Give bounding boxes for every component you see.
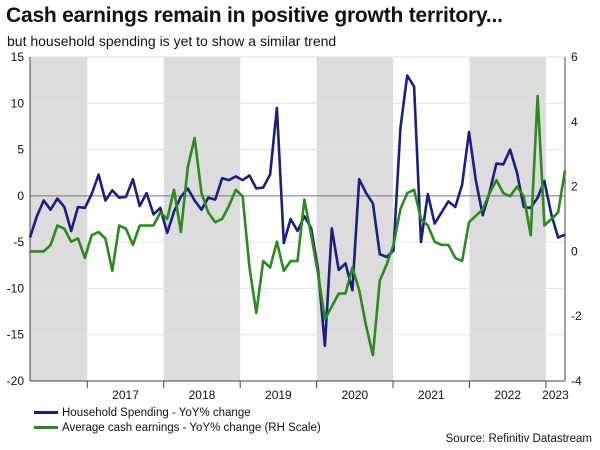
y-left-tick-label: -5 — [13, 235, 24, 249]
legend-label-earnings: Average cash earnings - YoY% change (RH … — [62, 421, 321, 434]
x-tick-label: 2018 — [189, 388, 216, 402]
x-tick-label: 2017 — [112, 388, 139, 402]
legend-swatch-spending — [34, 411, 58, 414]
y-right-tick-label: 0 — [571, 244, 578, 258]
y-right-tick-label: -2 — [571, 309, 582, 323]
chart-title: Cash earnings remain in positive growth … — [6, 4, 503, 27]
y-right-tick-label: -4 — [571, 374, 582, 388]
source-note: Source: Refinitiv Datastream — [445, 433, 592, 445]
legend-item-earnings: Average cash earnings - YoY% change (RH … — [34, 420, 321, 435]
x-tick-label: 2022 — [494, 388, 521, 402]
legend-item-spending: Household Spending - YoY% change — [34, 405, 321, 420]
y-right-tick-label: 2 — [571, 180, 578, 194]
x-tick-label: 2021 — [418, 388, 445, 402]
x-tick-label: 2023 — [542, 388, 569, 402]
shaded-band-2020 — [316, 57, 394, 381]
y-left-tick-label: 5 — [17, 143, 24, 157]
shaded-band-2018 — [163, 57, 241, 381]
legend-label-spending: Household Spending - YoY% change — [62, 406, 251, 419]
y-left-tick-label: -20 — [7, 374, 25, 388]
shaded-band-2022 — [469, 57, 546, 381]
y-right-tick-label: 6 — [571, 50, 578, 64]
x-tick-label: 2019 — [265, 388, 292, 402]
series-line-cash-earnings — [30, 94, 567, 357]
shaded-band-2016 — [30, 57, 88, 381]
y-left-tick-label: 0 — [17, 189, 24, 203]
y-left-tick-label: 15 — [11, 50, 25, 64]
legend-swatch-earnings — [34, 426, 58, 429]
chart-subtitle: but household spending is yet to show a … — [7, 33, 337, 49]
y-right-tick-label: 4 — [571, 115, 578, 129]
y-left-tick-label: -10 — [7, 281, 25, 295]
x-tick-label: 2020 — [341, 388, 368, 402]
y-left-tick-label: -15 — [7, 328, 25, 342]
y-left-tick-label: 10 — [11, 96, 25, 110]
legend: Household Spending - YoY% change Average… — [34, 405, 321, 435]
series-line-household-spending — [28, 74, 566, 348]
